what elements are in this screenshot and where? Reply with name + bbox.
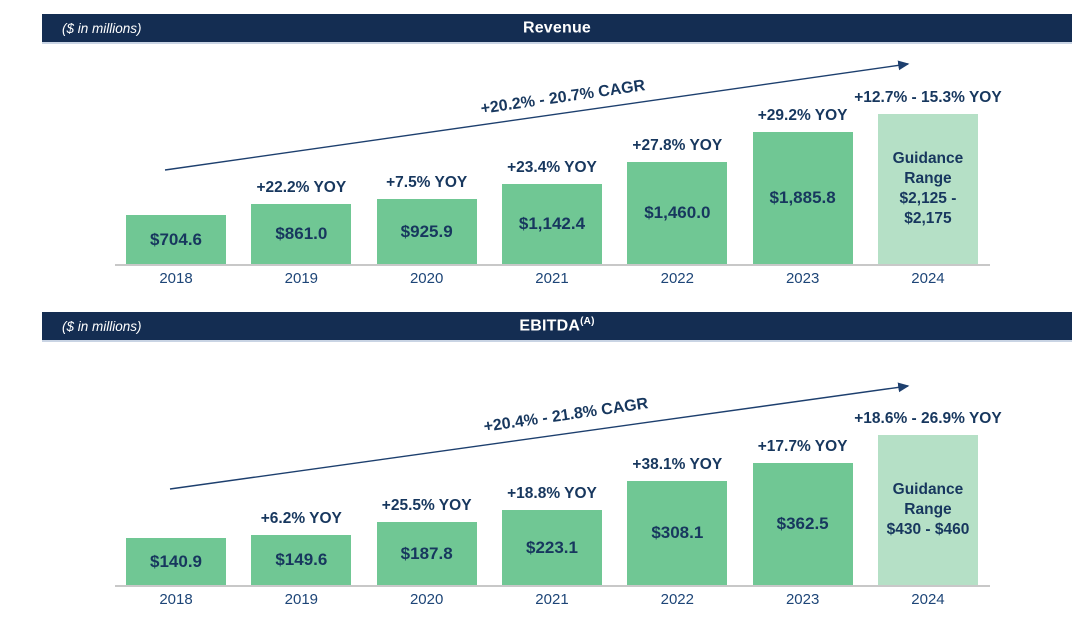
revenue-bar-2018: $704.6 <box>126 215 226 264</box>
ebitda-bar-2020: $187.8 <box>376 522 477 585</box>
guidance-range-line-2: $430 - $460 <box>886 521 970 539</box>
yoy-label: +25.5% YOY <box>381 497 472 514</box>
ebitda-title: EBITDA(A) <box>519 316 594 335</box>
ebitda-column-2024: Guidance Range $430 - $460 +18.6% - 26.9% … <box>854 342 1002 611</box>
ebitda-column-2023: $362.5 +17.7% YOY 2023 <box>740 342 866 611</box>
ebitda-units-note: ($ in millions) <box>62 318 142 334</box>
ebitda-header-bar: ($ in millions) EBITDA(A) <box>42 312 1072 342</box>
yoy-label: +22.2% YOY <box>256 179 347 196</box>
ebitda-column-2018: $140.9 2018 <box>113 342 239 611</box>
guidance-range-label: Guidance Range $430 - $460 <box>878 480 978 540</box>
bar-value-label: $861.0 <box>275 224 328 243</box>
guidance-range-label: Guidance Range $2,125 - $2,175 <box>878 149 978 230</box>
revenue-title-text: Revenue <box>522 19 592 37</box>
yoy-label: +7.5% YOY <box>386 174 468 191</box>
revenue-title: Revenue <box>523 18 591 37</box>
ebitda-column-2022: $308.1 +38.1% YOY 2022 <box>614 342 740 611</box>
revenue-bar-2019: $861.0 <box>251 204 352 264</box>
ebitda-bar-2023: $362.5 <box>752 463 853 585</box>
year-label: 2019 <box>284 270 319 287</box>
yoy-label: +23.4% YOY <box>507 159 597 176</box>
ebitda-bar-2024-guidance: Guidance Range $430 - $460 <box>877 435 978 585</box>
ebitda-bar-2019: $149.6 <box>251 535 352 585</box>
yoy-label: +27.8% YOY <box>632 137 723 154</box>
revenue-column-2022: $1,460.0 +27.8% YOY 2022 <box>614 44 740 290</box>
year-label: 2018 <box>159 270 193 287</box>
year-label: 2024 <box>911 270 945 287</box>
bar-value-label: $704.6 <box>150 229 202 249</box>
revenue-column-2024: Guidance Range $2,125 - $2,175 +12.7% - 15… <box>854 44 1002 290</box>
year-label: 2023 <box>785 270 820 287</box>
revenue-header-bar: ($ in millions) Revenue <box>42 14 1072 44</box>
yoy-label: +6.2% YOY <box>260 510 342 527</box>
revenue-column-2018: $704.6 2018 <box>113 44 239 290</box>
year-label: 2020 <box>409 591 444 608</box>
year-label: 2018 <box>159 591 193 608</box>
yoy-label: +12.7% - 15.3% YOY <box>854 89 1002 106</box>
ebitda-axis-line <box>115 585 990 587</box>
year-label: 2023 <box>785 591 820 608</box>
yoy-label: +38.1% YOY <box>632 456 723 473</box>
year-label: 2022 <box>660 270 694 287</box>
revenue-column-2019: $861.0 +22.2% YOY 2019 <box>238 44 364 290</box>
yoy-label: +18.6% - 26.9% YOY <box>854 410 1002 427</box>
ebitda-title-superscript: (A) <box>580 316 595 328</box>
year-label: 2020 <box>409 270 444 287</box>
revenue-column-2023: $1,885.8 +29.2% YOY 2023 <box>740 44 866 290</box>
year-label: 2022 <box>660 591 694 608</box>
ebitda-bar-2021: $223.1 <box>501 510 602 585</box>
revenue-column-2021: $1,142.4 +23.4% YOY 2021 <box>489 44 615 290</box>
revenue-bar-2024-guidance: Guidance Range $2,125 - $2,175 <box>877 114 978 264</box>
yoy-label: +18.8% YOY <box>507 485 597 502</box>
revenue-axis-line <box>115 264 990 266</box>
ebitda-column-2021: $223.1 +18.8% YOY 2021 <box>489 342 615 611</box>
bar-value-label: $149.6 <box>275 550 328 569</box>
bar-value-label: $1,885.8 <box>769 188 836 207</box>
bar-value-label: $187.8 <box>400 543 453 563</box>
guidance-range-line-2: $2,125 - $2,175 <box>899 190 957 228</box>
ebitda-bar-2022: $308.1 <box>627 481 728 585</box>
bar-value-label: $308.1 <box>651 523 704 542</box>
ebitda-column-2020: $187.8 +25.5% YOY 2020 <box>364 342 490 611</box>
year-label: 2019 <box>284 591 319 608</box>
revenue-bar-2023: $1,885.8 <box>752 132 853 264</box>
bar-value-label: $223.1 <box>525 537 578 557</box>
bar-value-label: $140.9 <box>150 551 202 571</box>
year-label: 2021 <box>535 270 569 287</box>
ebitda-bar-2018: $140.9 <box>126 538 226 585</box>
bar-value-label: $362.5 <box>776 514 829 533</box>
guidance-range-line-1: Guidance Range <box>892 480 964 518</box>
bar-value-label: $925.9 <box>400 221 453 241</box>
revenue-units-note: ($ in millions) <box>62 20 142 36</box>
guidance-range-line-1: Guidance Range <box>892 149 964 187</box>
year-label: 2024 <box>911 591 945 608</box>
revenue-bar-2020: $925.9 <box>376 199 477 264</box>
yoy-label: +17.7% YOY <box>757 438 848 455</box>
bar-value-label: $1,142.4 <box>518 214 586 233</box>
revenue-bar-2021: $1,142.4 <box>501 184 602 264</box>
revenue-column-2020: $925.9 +7.5% YOY 2020 <box>364 44 490 290</box>
year-label: 2021 <box>535 591 569 608</box>
revenue-bar-2022: $1,460.0 <box>627 162 728 264</box>
ebitda-column-2019: $149.6 +6.2% YOY 2019 <box>238 342 364 611</box>
yoy-label: +29.2% YOY <box>757 107 848 124</box>
bar-value-label: $1,460.0 <box>644 203 711 222</box>
ebitda-title-text: EBITDA <box>519 317 581 335</box>
